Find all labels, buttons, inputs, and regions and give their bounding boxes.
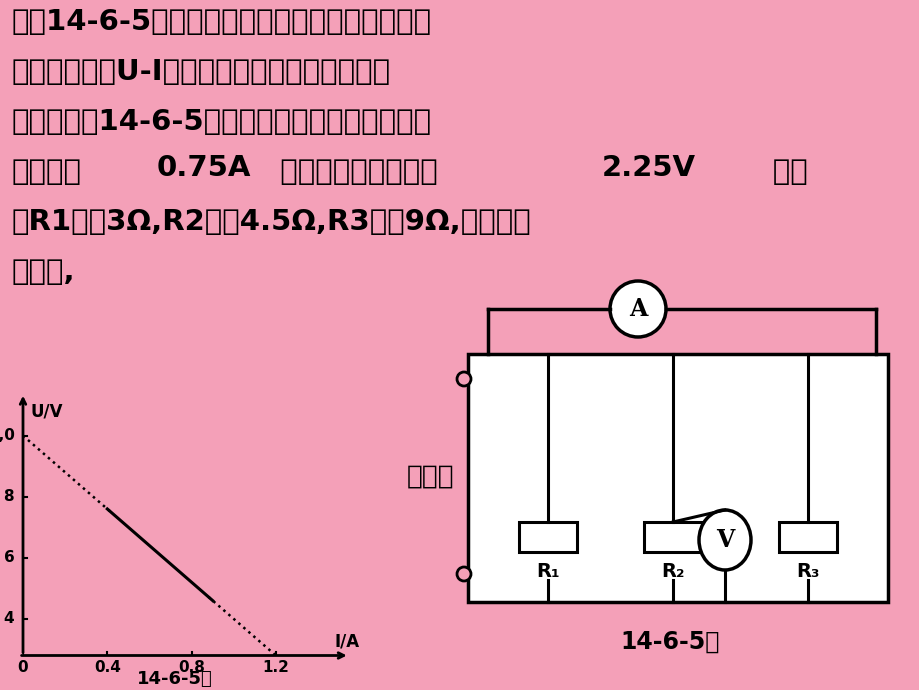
Text: 总电流变化的U-I图象，现将该电路上的电源取: 总电流变化的U-I图象，现将该电路上的电源取 (12, 58, 391, 86)
Text: A: A (628, 297, 646, 321)
Text: 伏。: 伏。 (711, 158, 807, 186)
Text: V: V (715, 528, 733, 552)
Text: U/V: U/V (30, 402, 62, 420)
Circle shape (457, 372, 471, 386)
Text: 0.4: 0.4 (94, 660, 120, 675)
Text: 0.8: 0.8 (178, 660, 205, 675)
Text: 想电表,: 想电表, (12, 258, 75, 286)
Text: 14-6-5乙: 14-6-5乙 (619, 630, 719, 654)
Text: 的示数为: 的示数为 (12, 158, 82, 186)
Text: R₂: R₂ (661, 562, 684, 581)
Text: 2 8: 2 8 (0, 489, 15, 504)
Text: 下来接入图14-6-5乙所示的电路中，那么电流表: 下来接入图14-6-5乙所示的电路中，那么电流表 (12, 108, 432, 136)
Bar (468, 354, 887, 602)
Circle shape (457, 567, 471, 581)
Text: 安，电压表的示数为: 安，电压表的示数为 (260, 158, 437, 186)
Text: 如图14-6-5甲所示，是某闭合电路的路端电压随: 如图14-6-5甲所示，是某闭合电路的路端电压随 (12, 8, 432, 36)
Text: 2 4: 2 4 (0, 611, 15, 627)
Bar (518, 522, 576, 552)
Text: R₁: R₁ (536, 562, 559, 581)
Circle shape (609, 281, 665, 337)
Text: 0: 0 (17, 660, 28, 675)
Ellipse shape (698, 510, 750, 570)
Text: 接电源: 接电源 (406, 464, 453, 490)
Text: I/A: I/A (335, 633, 359, 651)
Bar (778, 522, 836, 552)
Text: 知R1等于3Ω,R2等于4.5Ω,R3等于9Ω,电表为理: 知R1等于3Ω,R2等于4.5Ω,R3等于9Ω,电表为理 (12, 208, 531, 236)
Text: R₃: R₃ (796, 562, 819, 581)
Text: 3,0: 3,0 (0, 428, 15, 443)
Text: 2 6: 2 6 (0, 551, 15, 565)
Text: 2.25V: 2.25V (601, 154, 696, 182)
Text: 14-6-5甲: 14-6-5甲 (137, 670, 212, 688)
Text: 14-6-5甲: 14-6-5甲 (125, 630, 224, 654)
Text: 0.75A: 0.75A (157, 154, 251, 182)
Bar (643, 522, 701, 552)
Text: 1.2: 1.2 (262, 660, 289, 675)
